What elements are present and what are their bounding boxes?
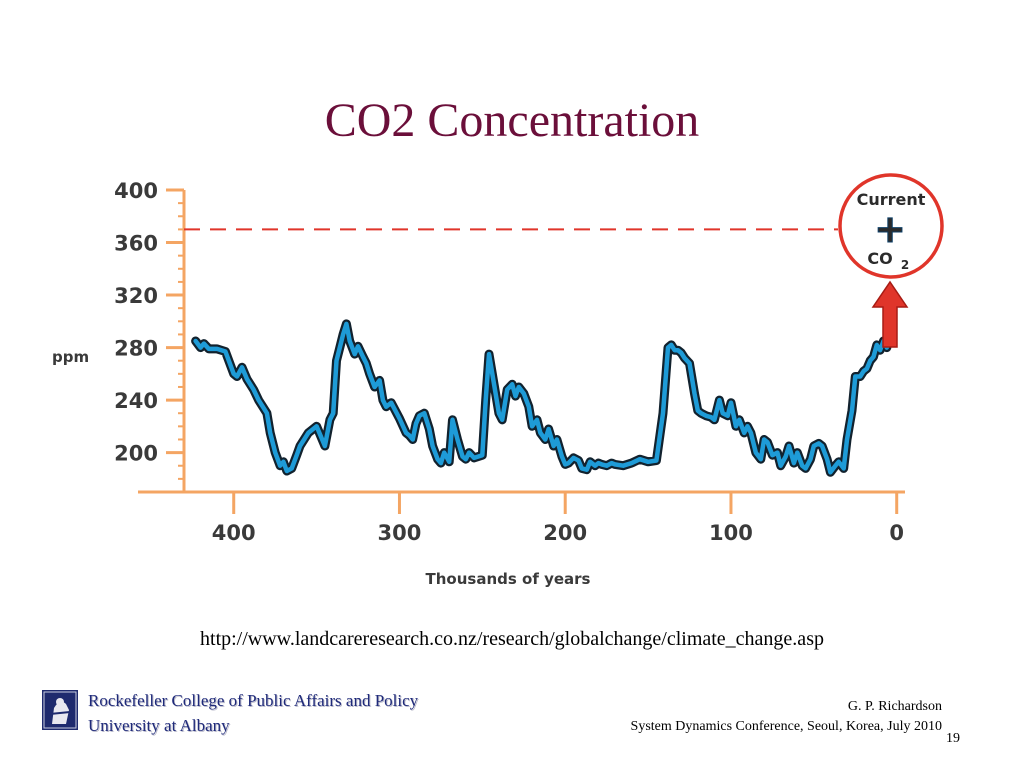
x-tick-label: 300: [378, 521, 422, 545]
source-url[interactable]: http://www.landcareresearch.co.nz/resear…: [200, 628, 824, 650]
x-axis-label: Thousands of years: [426, 570, 591, 588]
x-tick-label: 400: [212, 521, 256, 545]
y-tick-label: 400: [114, 179, 158, 203]
current-co2-circle: [838, 173, 944, 279]
university-name: University at Albany: [88, 716, 230, 735]
chart-tick-labels: 200 240 280 320 360 400 400 300 200 100 0: [114, 179, 904, 545]
x-tick-label: 100: [709, 521, 753, 545]
slide-title: CO2 Concentration: [324, 94, 700, 147]
chart-axes: [138, 188, 905, 514]
y-tick-label: 360: [114, 232, 158, 256]
co2-label-main: CO: [867, 249, 892, 268]
university-seal-logo: [42, 690, 78, 730]
co2-series-line: [193, 321, 890, 475]
co2-label-subscript: 2: [901, 258, 909, 272]
co2-label: CO: [867, 249, 892, 268]
conference: System Dynamics Conference, Seoul, Korea…: [630, 719, 942, 734]
y-tick-label: 240: [114, 389, 158, 413]
author: G. P. Richardson: [847, 699, 942, 714]
y-tick-label: 320: [114, 284, 158, 308]
co2-series: [191, 319, 892, 477]
x-tick-label: 200: [543, 521, 587, 545]
institution-name: Rockefeller College of Public Affairs an…: [88, 691, 419, 710]
y-axis-label: ppm: [52, 348, 89, 366]
up-arrow-icon: [871, 280, 909, 348]
y-tick-label: 280: [114, 337, 158, 361]
x-tick-label: 0: [889, 521, 904, 545]
co2-chart: 200 240 280 320 360 400 400 300 200 100 0 ppm Thou…: [52, 173, 944, 588]
y-tick-label: 200: [114, 442, 158, 466]
plus-icon: +: [874, 207, 906, 251]
page-number: 19: [946, 731, 960, 746]
current-label: Current: [857, 190, 926, 209]
current-co2-annotation: Current + CO 2: [838, 173, 944, 348]
